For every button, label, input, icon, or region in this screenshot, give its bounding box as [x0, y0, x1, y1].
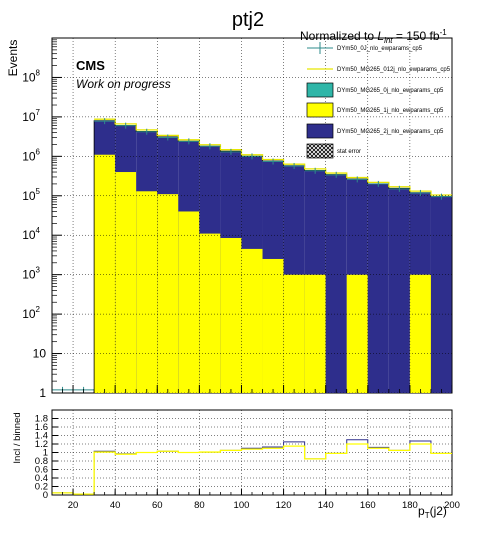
bars [94, 120, 452, 393]
ratio-y-tick-label: 0.2 [35, 482, 48, 493]
bar-1j [115, 172, 137, 393]
x-tick-label: 160 [360, 500, 376, 511]
y-tick-label: 103 [22, 266, 40, 282]
legend-label: DYm50_MG265_2j_nlo_ewparams_cp5 [337, 129, 444, 135]
bar-2j [367, 183, 389, 393]
legend-swatch [306, 102, 334, 118]
legend-label: DYm50_MG265_0j_nlo_ewparams_cp5 [337, 88, 444, 94]
ratio-y-axis-label: Incl / binned [12, 412, 23, 463]
y-tick-label: 108 [22, 68, 40, 84]
legend-label: DYm50_MG265_1j_nlo_ewparams_cp5 [337, 108, 444, 114]
y-tick-label: 10 [33, 347, 47, 361]
bar-1j [283, 274, 305, 393]
x-axis-label: pT(j2) [418, 504, 447, 520]
bar-2j [325, 174, 347, 393]
bar-1j [241, 248, 263, 393]
y-tick-label: 107 [22, 108, 40, 124]
bar-1j [346, 274, 368, 393]
bar-1j [262, 258, 284, 393]
x-tick-label: 80 [194, 500, 205, 511]
x-tick-label: 40 [110, 500, 121, 511]
ratio-y-tick-label: 1 [43, 448, 48, 459]
bar-1j [220, 238, 242, 393]
x-tick-label: 140 [318, 500, 334, 511]
ratio-y-tick-label: 0.4 [35, 473, 48, 484]
bar-1j [157, 194, 179, 393]
main-plot: 1 10 102 103 104 105 106 107 108 [22, 37, 453, 400]
chart-title: ptj2 [232, 9, 264, 31]
y-tick-label: 105 [22, 187, 40, 203]
ratio-line-2j [52, 439, 452, 495]
ratio-y-tick-label: 1.4 [35, 431, 48, 442]
y-tick-label: 102 [22, 305, 40, 321]
x-tick-label: 200 [444, 500, 460, 511]
bar-1j [409, 274, 431, 393]
legend-swatch-stat-error [306, 143, 334, 159]
ratio-y-tick-label: 0 [43, 490, 48, 501]
legend-swatch [306, 123, 334, 139]
ratio-y-tick-label: 0.6 [35, 465, 48, 476]
bar-1j [199, 233, 221, 393]
legend: DYm50_0J_nlo_ewparams_cp5 DYm50_MG265_012… [306, 42, 451, 159]
bar-1j [136, 191, 158, 393]
ratio-y-tick-label: 1.2 [35, 439, 48, 450]
bar-1j [178, 211, 200, 393]
legend-label: stat error [337, 149, 361, 155]
ratio-plot: 00.20.40.60.811.21.41.61.8 20 40 60 80 100 120… [35, 409, 460, 511]
x-tick-label: 20 [68, 500, 79, 511]
legend-swatch [306, 82, 334, 98]
bar-1j [94, 154, 116, 393]
y-tick-label: 104 [22, 226, 40, 242]
x-tick-label: 120 [276, 500, 292, 511]
legend-label: DYm50_MG265_012j_nlo_ewparams_cp5 [337, 67, 451, 73]
grid [52, 38, 452, 394]
y-tick-label: 1 [39, 386, 46, 400]
cms-label: CMS [76, 58, 105, 73]
y-tick-label: 106 [22, 147, 40, 163]
normalization-label: Normalized to Lint = 150 fb-1 [300, 28, 447, 46]
legend-label: DYm50_0J_nlo_ewparams_cp5 [337, 46, 423, 52]
ratio-y-tick-label: 0.8 [35, 456, 48, 467]
x-tick-label: 100 [234, 500, 250, 511]
y-axis-label: Events [6, 40, 20, 77]
ratio-line-1j [52, 443, 452, 495]
points-0j [52, 118, 452, 393]
subtitle-label: Work on progress [76, 77, 171, 91]
bar-1j [304, 274, 326, 393]
x-tick-label: 60 [152, 500, 163, 511]
ratio-y-tick-label: 1.6 [35, 422, 48, 433]
ratio-y-tick-label: 1.8 [35, 414, 48, 425]
x-tick-label: 180 [402, 500, 418, 511]
bar-2j [388, 188, 410, 393]
bar-2j [430, 196, 452, 393]
